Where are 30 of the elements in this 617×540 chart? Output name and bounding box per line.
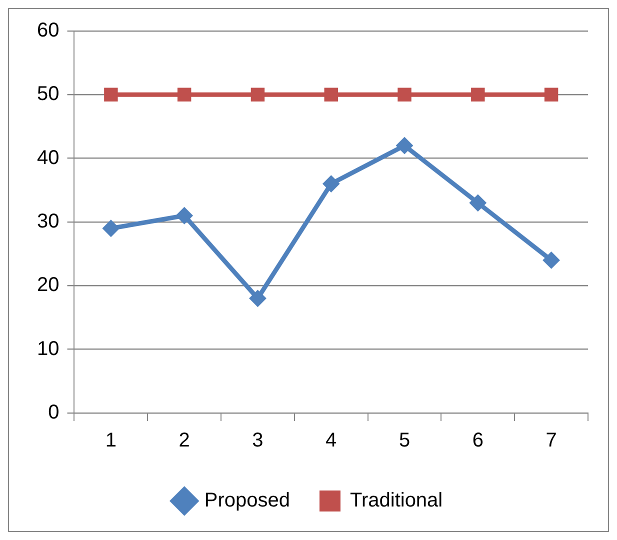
point <box>249 290 266 307</box>
y-tick-label: 10 <box>36 338 60 360</box>
x-tick-label: 4 <box>326 430 337 452</box>
y-tick-label: 60 <box>36 20 60 42</box>
point <box>469 194 486 212</box>
point <box>544 88 558 102</box>
x-tick-label: 7 <box>546 430 557 452</box>
point <box>322 175 340 192</box>
point <box>250 88 265 102</box>
x-tick-label: 5 <box>398 430 410 452</box>
y-tick-label: 50 <box>36 83 60 106</box>
point <box>176 207 193 224</box>
y-tick-label: 20 <box>36 274 60 296</box>
legend-label: Traditional <box>350 490 443 512</box>
x-tick-label: 3 <box>252 430 264 452</box>
y-tick-label: 40 <box>36 146 60 169</box>
y-tick-label: 30 <box>36 210 60 233</box>
point <box>471 88 485 102</box>
point <box>324 88 338 102</box>
point <box>396 137 414 154</box>
x-tick-label: 6 <box>472 430 484 452</box>
point <box>542 252 560 269</box>
point <box>177 88 192 102</box>
point <box>398 88 412 102</box>
legend-label: Proposed <box>204 490 290 512</box>
point <box>104 88 118 102</box>
x-tick-label: 1 <box>105 430 117 452</box>
point <box>102 220 120 237</box>
y-tick-label: 0 <box>48 402 60 424</box>
x-tick-label: 2 <box>178 430 190 452</box>
